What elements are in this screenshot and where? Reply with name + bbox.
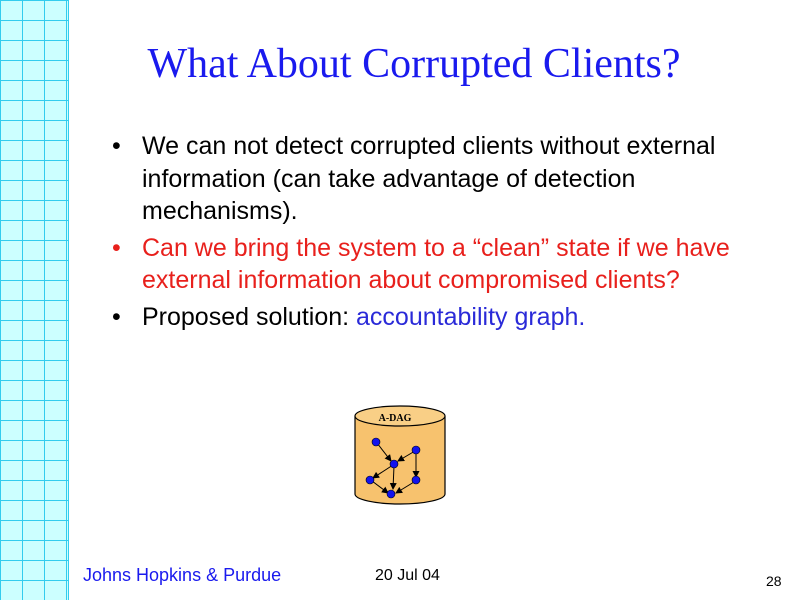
bullet-item: • Proposed solution: accountability grap… xyxy=(112,301,732,334)
bullet-icon: • xyxy=(112,301,121,334)
bullet-text: Can we bring the system to a “clean” sta… xyxy=(142,234,730,295)
footer-date: 20 Jul 04 xyxy=(375,567,440,585)
dag-node xyxy=(372,438,380,446)
bullet-highlight-text: accountability graph. xyxy=(356,303,585,331)
decorative-grid-strip xyxy=(0,0,69,600)
a-dag-figure: A-DAG xyxy=(340,400,460,510)
dag-node xyxy=(412,476,420,484)
bullet-text: Proposed solution: xyxy=(142,303,356,331)
bullet-item: • Can we bring the system to a “clean” s… xyxy=(112,232,732,297)
footer-organization: Johns Hopkins & Purdue xyxy=(83,565,281,586)
dag-node xyxy=(366,476,374,484)
dag-node xyxy=(387,490,395,498)
dag-node xyxy=(412,446,420,454)
bullet-text: We can not detect corrupted clients with… xyxy=(142,132,715,225)
figure-label: A-DAG xyxy=(379,413,412,424)
dag-node xyxy=(390,460,398,468)
bullet-item: • We can not detect corrupted clients wi… xyxy=(112,130,732,228)
bullet-icon: • xyxy=(112,130,121,163)
page-number: 28 xyxy=(766,573,782,589)
bullet-list: • We can not detect corrupted clients wi… xyxy=(112,130,732,337)
slide-title: What About Corrupted Clients? xyxy=(68,40,760,88)
bullet-icon: • xyxy=(112,232,121,265)
